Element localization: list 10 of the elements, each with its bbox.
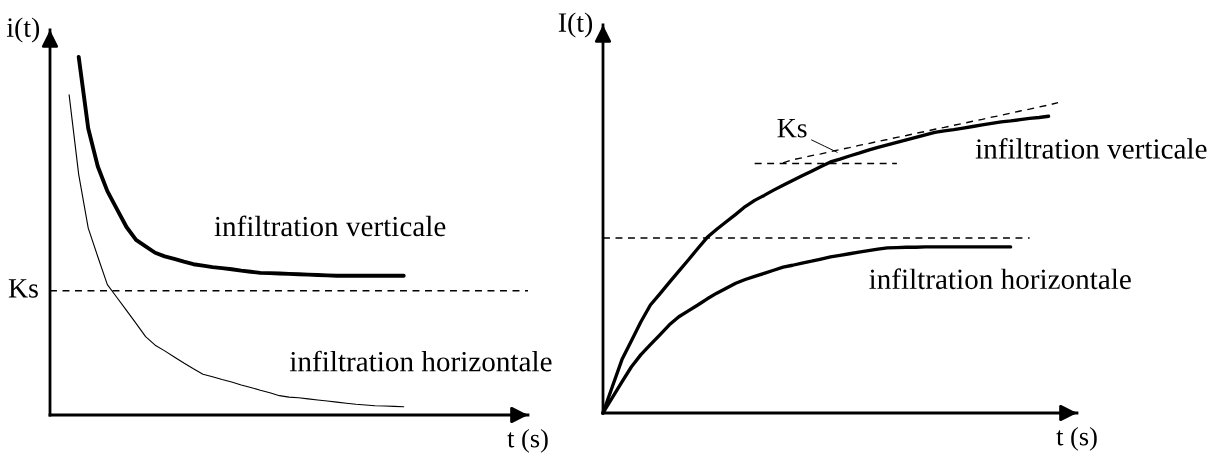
y-axis-title: I(t) — [558, 12, 593, 38]
series-label: infiltration verticale — [975, 137, 1207, 159]
series-label: infiltration verticale — [214, 215, 446, 237]
series-label: infiltration horizontale — [869, 268, 1131, 290]
x-axis-title: t (s) — [1056, 426, 1097, 451]
y-axis-title: i(t) — [6, 17, 40, 43]
series-label: infiltration horizontale — [289, 350, 552, 372]
annotation: Ks — [777, 119, 807, 138]
ref-line-label: Ks — [8, 279, 38, 298]
x-axis-title: t (s) — [507, 428, 548, 453]
